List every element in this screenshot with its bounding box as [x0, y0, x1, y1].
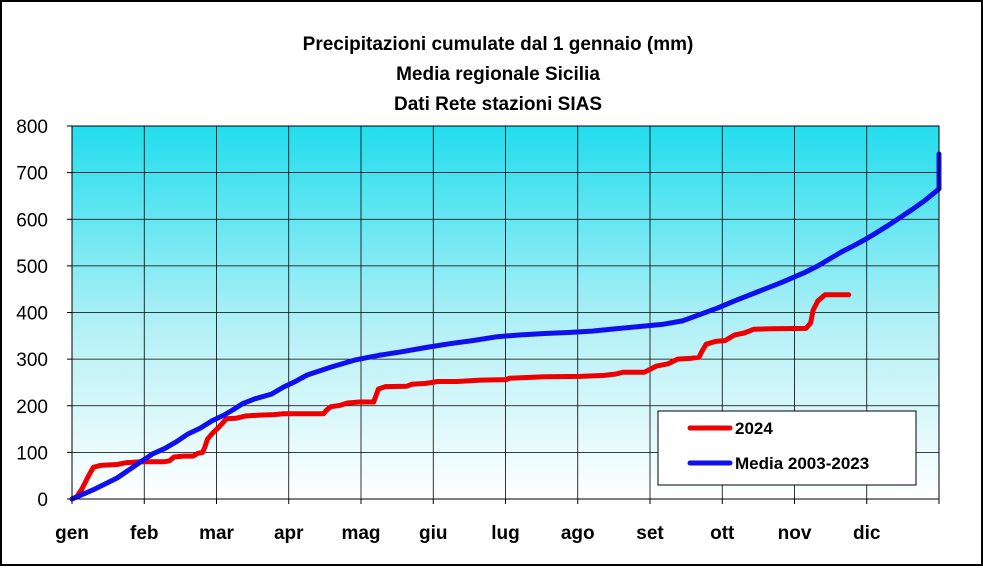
series-lines	[69, 151, 942, 502]
x-tick-label: mag	[341, 523, 380, 544]
x-tick-label: set	[636, 523, 664, 544]
y-tick-label: 700	[16, 164, 48, 185]
y-tick-label: 400	[16, 304, 48, 325]
legend: 2024 Media 2003-2023	[657, 410, 917, 486]
x-tick-label: lug	[491, 523, 520, 544]
y-axis-ticks: 0 100 200 300 400 500 600 700 800	[16, 117, 72, 511]
y-tick-label: 800	[16, 117, 48, 138]
y-tick-label: 500	[16, 257, 48, 278]
y-tick-label: 200	[16, 397, 48, 418]
legend-box	[657, 410, 917, 486]
x-tick-label: giu	[419, 523, 448, 544]
x-tick-label: ago	[561, 523, 595, 544]
y-tick-label: 300	[16, 350, 48, 371]
x-tick-label: feb	[130, 523, 159, 544]
plot-border	[71, 125, 940, 500]
grid-lines	[72, 126, 939, 499]
y-tick-label: 600	[16, 210, 48, 231]
y-tick-label: 100	[16, 443, 48, 464]
legend-label-media: Media 2003-2023	[735, 454, 869, 473]
x-tick-label: nov	[778, 523, 812, 544]
x-tick-label: dic	[853, 523, 881, 544]
x-tick-label: mar	[199, 523, 234, 544]
x-tick-label: apr	[274, 523, 304, 544]
x-tick-label: gen	[55, 523, 89, 544]
series-line-media-2003-2023	[69, 151, 942, 502]
chart-subtitle: Media regionale Sicilia	[396, 64, 600, 85]
y-tick-label: 0	[37, 490, 48, 511]
x-axis-ticks: gen feb mar apr mag giu lug ago set ott nov dic	[55, 499, 940, 544]
chart-subtitle-2: Dati Rete stazioni SIAS	[394, 94, 602, 115]
legend-label-2024: 2024	[735, 419, 773, 438]
series-line-2024	[69, 292, 852, 502]
x-tick-label: ott	[710, 523, 735, 544]
chart-title: Precipitazioni cumulate dal 1 gennaio (m…	[303, 34, 694, 55]
